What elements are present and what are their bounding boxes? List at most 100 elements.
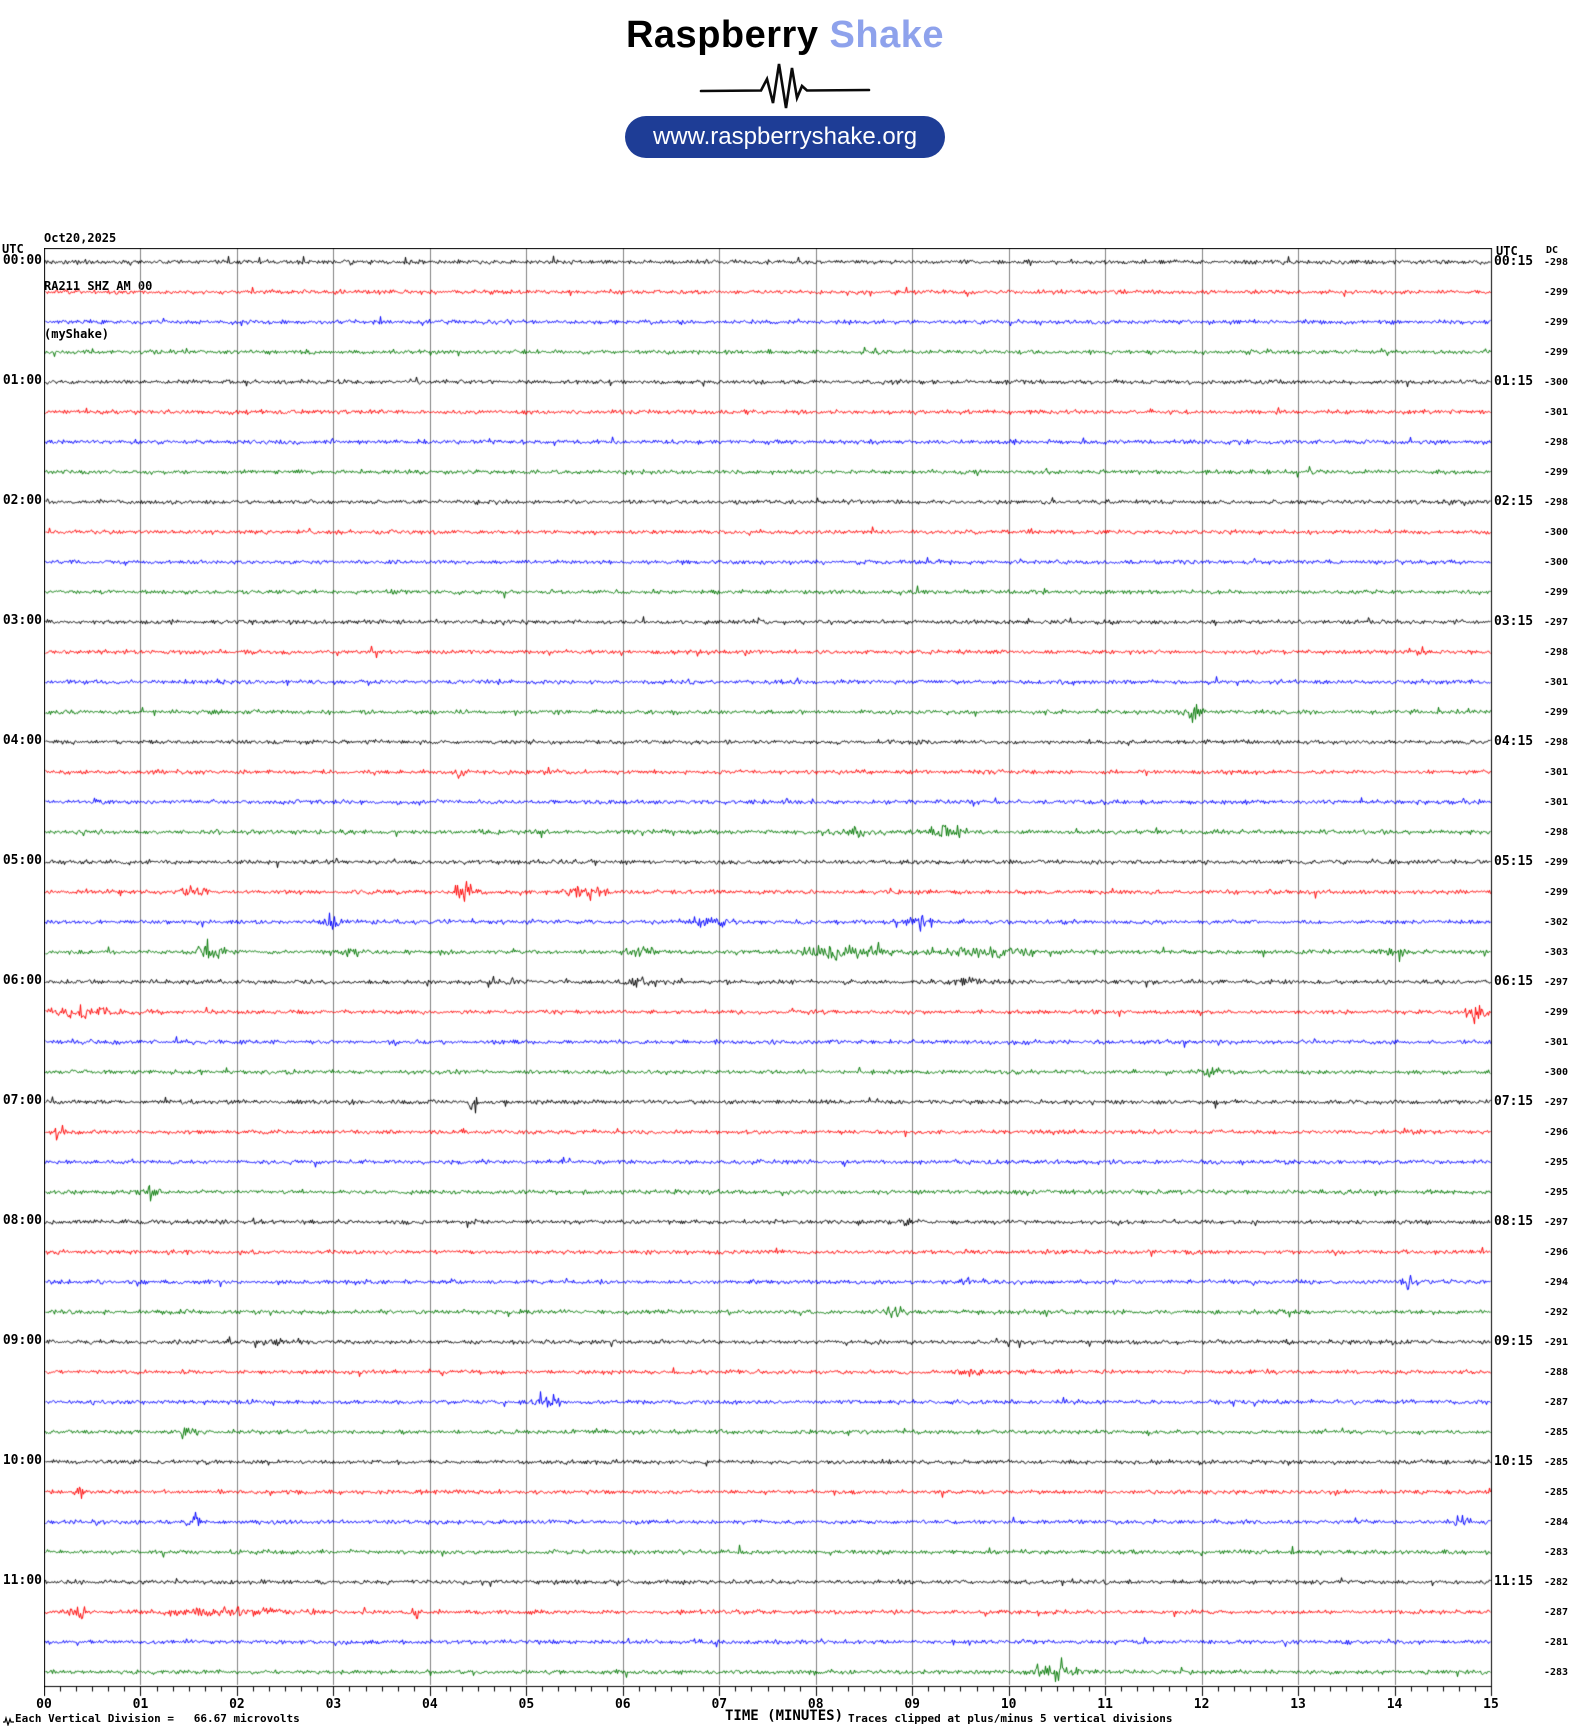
- utc-quarter-label-right: 03:15: [1494, 614, 1534, 629]
- scale-marker-icon: [3, 1716, 14, 1726]
- utc-hour-label-left: 01:00: [2, 373, 42, 388]
- utc-quarter-label-right: 08:15: [1494, 1214, 1534, 1229]
- utc-hour-label-left: 00:00: [2, 253, 42, 268]
- clipping-note: Traces clipped at plus/minus 5 vertical …: [848, 1712, 1173, 1725]
- dc-value: -299: [1544, 347, 1569, 358]
- utc-left-header: UTC: [2, 242, 24, 256]
- utc-quarter-label-right: 11:15: [1494, 1574, 1534, 1589]
- dc-value: -299: [1544, 1007, 1569, 1018]
- x-tick-label: 02: [229, 1697, 245, 1712]
- logo-word-shake: Shake: [829, 14, 944, 56]
- dc-value: -300: [1544, 1067, 1569, 1078]
- dc-value: -296: [1544, 1127, 1569, 1138]
- utc-hour-label-left: 02:00: [2, 493, 42, 508]
- dc-value: -281: [1544, 1637, 1569, 1648]
- dc-value: -298: [1544, 437, 1569, 448]
- dc-value: -297: [1544, 1217, 1569, 1228]
- utc-hour-label-left: 10:00: [2, 1453, 42, 1468]
- utc-quarter-label-right: 07:15: [1494, 1094, 1534, 1109]
- dc-value: -301: [1544, 1037, 1569, 1048]
- utc-quarter-label-right: 02:15: [1494, 494, 1534, 509]
- utc-quarter-label-right: 04:15: [1494, 734, 1534, 749]
- utc-quarter-label-right: 09:15: [1494, 1334, 1534, 1349]
- utc-hour-label-left: 03:00: [2, 613, 42, 628]
- dc-value: -299: [1544, 467, 1569, 478]
- utc-hour-label-left: 04:00: [2, 733, 42, 748]
- dc-column-header: DC: [1546, 245, 1559, 256]
- dc-value: -284: [1544, 1517, 1569, 1528]
- dc-value: -287: [1544, 1607, 1569, 1618]
- url-pill[interactable]: www.raspberryshake.org: [624, 116, 946, 158]
- dc-value: -291: [1544, 1337, 1569, 1348]
- x-tick-label: 12: [1193, 1697, 1210, 1712]
- dc-value: -296: [1544, 1247, 1569, 1258]
- dc-value: -298: [1544, 257, 1569, 268]
- utc-hour-label-left: 06:00: [2, 973, 42, 988]
- dc-value: -303: [1544, 947, 1569, 958]
- dc-value: -301: [1544, 767, 1569, 778]
- vertical-division-note: Each Vertical Division = 66.67 microvolt…: [15, 1712, 300, 1725]
- x-tick-label: 13: [1290, 1697, 1306, 1712]
- dc-value: -283: [1544, 1547, 1569, 1558]
- helicorder-traces-canvas: [44, 248, 1494, 1700]
- waveform-icon-wrap: [0, 58, 1570, 110]
- utc-right-header: UTC: [1496, 244, 1518, 258]
- station-date: Oct20,2025: [44, 231, 117, 245]
- dc-value: -298: [1544, 827, 1569, 838]
- x-tick-label: 01: [132, 1697, 149, 1712]
- dc-value: -288: [1544, 1367, 1569, 1378]
- dc-value: -301: [1544, 677, 1569, 688]
- x-tick-label: 03: [325, 1697, 342, 1712]
- logo-word-raspberry: Raspberry: [625, 14, 819, 56]
- dc-value: -295: [1544, 1187, 1569, 1198]
- x-tick-label: 05: [518, 1697, 535, 1712]
- dc-value: -292: [1544, 1307, 1569, 1318]
- utc-quarter-label-right: 05:15: [1494, 854, 1534, 869]
- x-tick-label: 00: [36, 1697, 52, 1712]
- dc-value: -301: [1544, 797, 1569, 808]
- dc-value: -299: [1544, 287, 1569, 298]
- dc-value: -300: [1544, 557, 1569, 568]
- dc-value: -282: [1544, 1577, 1569, 1588]
- x-tick-label: 10: [1000, 1697, 1017, 1712]
- dc-value: -283: [1544, 1667, 1569, 1678]
- dc-value: -294: [1544, 1277, 1569, 1288]
- dc-value: -301: [1544, 407, 1569, 418]
- x-tick-label: 07: [711, 1697, 728, 1712]
- utc-quarter-label-right: 06:15: [1494, 974, 1534, 989]
- dc-value: -295: [1544, 1157, 1569, 1168]
- raspberry-shake-logo: Raspberry Shake: [0, 14, 1570, 56]
- x-tick-label: 11: [1097, 1697, 1113, 1712]
- utc-quarter-label-right: 10:15: [1494, 1454, 1534, 1469]
- dc-value: -285: [1544, 1457, 1569, 1468]
- utc-hour-label-left: 11:00: [2, 1573, 42, 1588]
- utc-hour-label-left: 05:00: [2, 853, 42, 868]
- page-header: Raspberry Shake www.raspberryshake.org: [0, 14, 1570, 158]
- dc-value: -297: [1544, 977, 1569, 988]
- dc-value: -299: [1544, 887, 1569, 898]
- utc-hour-label-left: 09:00: [2, 1333, 42, 1348]
- x-tick-label: 08: [807, 1697, 824, 1712]
- x-tick-label: 14: [1386, 1697, 1403, 1712]
- utc-hour-label-left: 07:00: [2, 1093, 42, 1108]
- x-tick-label: 04: [422, 1697, 438, 1712]
- dc-value: -302: [1544, 917, 1569, 928]
- dc-value: -285: [1544, 1427, 1569, 1438]
- seismic-waveform-icon: [699, 63, 871, 109]
- dc-value: -297: [1544, 617, 1569, 628]
- dc-value: -298: [1544, 647, 1569, 658]
- utc-quarter-label-right: 00:15: [1494, 254, 1534, 269]
- dc-value: -297: [1544, 1097, 1569, 1108]
- dc-value: -299: [1544, 587, 1569, 598]
- x-axis-title: TIME (MINUTES): [725, 1708, 844, 1724]
- dc-value: -299: [1544, 317, 1569, 328]
- x-tick-label: 15: [1483, 1697, 1499, 1712]
- dc-value: -300: [1544, 377, 1569, 388]
- dc-value: -299: [1544, 707, 1569, 718]
- x-tick-label: 09: [904, 1697, 921, 1712]
- utc-quarter-label-right: 01:15: [1494, 374, 1534, 389]
- dc-value: -287: [1544, 1397, 1569, 1408]
- dc-value: -299: [1544, 857, 1569, 868]
- dc-value: -300: [1544, 527, 1569, 538]
